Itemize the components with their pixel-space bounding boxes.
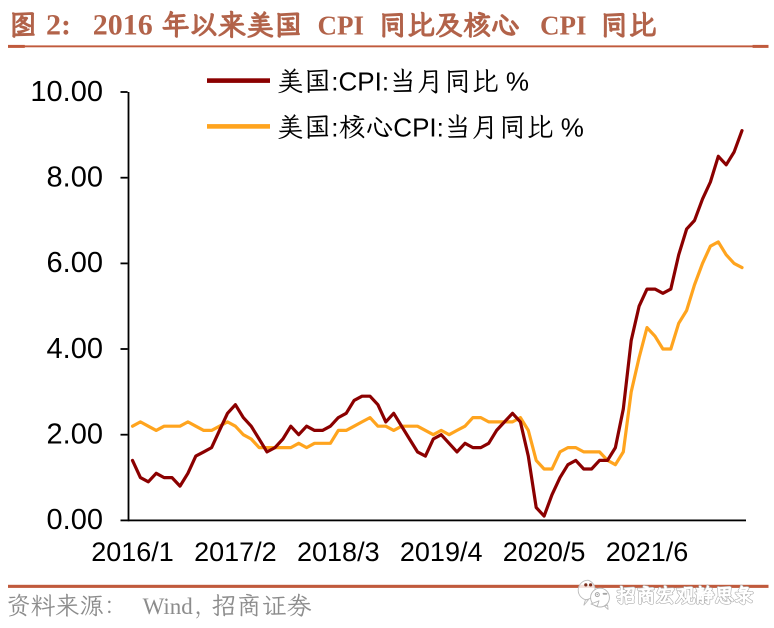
svg-text:2016/1: 2016/1 (91, 537, 174, 567)
svg-text::CPI:: :CPI: (331, 67, 389, 97)
svg-text:2017/2: 2017/2 (194, 537, 277, 567)
svg-text:8.00: 8.00 (47, 162, 103, 194)
svg-text:2021/6: 2021/6 (606, 537, 689, 567)
svg-text:2020/5: 2020/5 (503, 537, 586, 567)
svg-text:Wind: Wind (143, 594, 194, 619)
svg-text:6.00: 6.00 (47, 247, 103, 279)
svg-text:CPI:: CPI: (393, 112, 444, 142)
svg-text:CPI: CPI (318, 11, 365, 41)
svg-text:2:: 2: (46, 9, 71, 42)
svg-text:CPI: CPI (540, 11, 587, 41)
svg-text::: : (331, 112, 338, 142)
svg-text:2018/3: 2018/3 (297, 537, 380, 567)
svg-text:2016: 2016 (93, 9, 153, 42)
svg-text:2.00: 2.00 (47, 419, 103, 451)
svg-text:10.00: 10.00 (30, 76, 103, 108)
svg-text:2019/4: 2019/4 (400, 537, 483, 567)
svg-text:0.00: 0.00 (47, 504, 103, 536)
svg-text:4.00: 4.00 (47, 333, 103, 365)
svg-text:%: % (554, 112, 584, 142)
svg-text:%: % (499, 67, 529, 97)
